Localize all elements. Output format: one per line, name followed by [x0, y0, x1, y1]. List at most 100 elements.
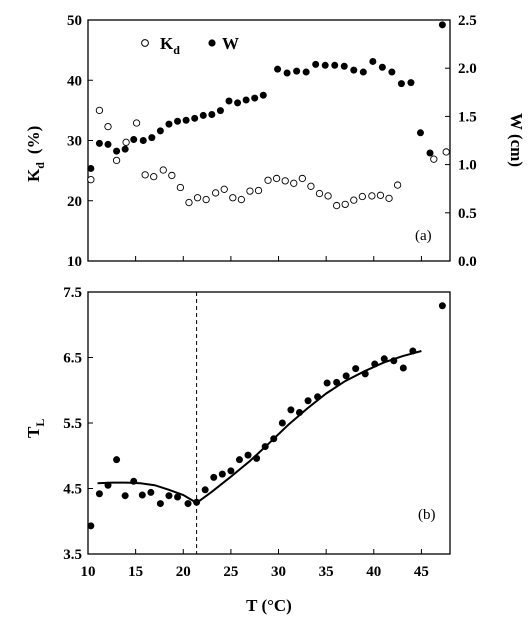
tl-point [156, 500, 164, 508]
tl-point [130, 477, 138, 485]
y-tick-label: 4.5 [63, 482, 82, 498]
w-point [139, 137, 147, 144]
y2-tick-label: 2.5 [458, 13, 477, 29]
y-tick-label: 6.5 [63, 351, 82, 367]
w-point [95, 139, 103, 147]
w-point [359, 68, 367, 76]
w-point [397, 80, 405, 88]
w-point [104, 140, 112, 148]
tl-point [244, 451, 252, 459]
tl-point [352, 365, 360, 373]
panel-a-right-tick-labels: 0.0 0.5 1.0 1.5 2.0 2.5 [458, 13, 477, 270]
kd-point [104, 122, 112, 131]
y-tick-label: 50 [67, 13, 82, 29]
w-point [216, 107, 224, 115]
w-point [148, 134, 156, 142]
tl-point [104, 481, 112, 489]
y2-tick-label: 1.5 [458, 109, 477, 125]
w-point [302, 68, 310, 76]
x-tick-label: 30 [271, 564, 286, 580]
w-point [156, 127, 164, 135]
kd-point [332, 201, 341, 210]
x-axis-label: T (°C) [246, 596, 292, 615]
w-point [87, 164, 95, 172]
kd-point [298, 174, 306, 183]
y-tick-label: 40 [67, 73, 82, 89]
kd-point [202, 195, 210, 204]
tl-point [333, 378, 341, 386]
kd-point [185, 198, 193, 207]
w-point [174, 117, 182, 125]
tl-point [438, 302, 446, 310]
w-point [191, 114, 199, 122]
kd-point [237, 195, 246, 204]
x-tick-label: 10 [81, 564, 96, 580]
panel-a-ticks [87, 19, 450, 262]
w-point [234, 99, 242, 107]
panel-b-label: (b) [418, 507, 436, 523]
tl-point [147, 488, 155, 496]
kd-point [112, 156, 121, 165]
w-point [321, 61, 329, 69]
tl-point [380, 355, 388, 363]
y2-tick-label: 0.0 [458, 254, 477, 270]
w-point [350, 66, 358, 74]
kd-point [430, 155, 438, 163]
kd-point [290, 179, 298, 187]
w-point [113, 147, 121, 155]
x-tick-label: 35 [319, 564, 334, 580]
x-tick-label: 15 [128, 564, 143, 580]
fit-curve [97, 350, 422, 505]
kd-point [246, 187, 254, 195]
kd-point [393, 181, 402, 189]
kd-point [141, 171, 149, 179]
y-label-main: K [24, 168, 43, 182]
w-point [121, 145, 129, 153]
panel-a-label: (a) [415, 228, 432, 244]
kd-point [324, 192, 332, 200]
kd-point [229, 194, 237, 202]
tl-point [95, 490, 103, 498]
w-point [242, 96, 250, 104]
w-point [283, 69, 291, 77]
legend-kd-label: Kd [160, 34, 180, 57]
legend-w-marker [208, 39, 216, 47]
w-point [199, 111, 207, 119]
tl-point [390, 357, 398, 365]
y-label-sub: d [33, 162, 47, 169]
tl-point [201, 486, 209, 494]
tl-series [87, 302, 446, 530]
w-point [251, 94, 259, 102]
kd-series [87, 106, 450, 210]
panel-a-y2-axis-label: W (cm) [507, 113, 526, 167]
w-point [369, 57, 377, 65]
tl-point [371, 360, 379, 368]
tl-point [270, 435, 278, 443]
w-point [293, 67, 301, 75]
panel-b: 3.54.55.56.57.5 10 15 20 25 30 35 40 45 (b) TL … [24, 285, 451, 615]
legend-w-label: W [222, 34, 239, 53]
kd-point [254, 186, 263, 195]
tl-point [138, 491, 146, 499]
tl-point [113, 456, 121, 464]
legend-kd-sub: d [173, 43, 180, 57]
w-point [426, 149, 434, 157]
w-point [182, 116, 190, 124]
y2-tick-label: 2.0 [458, 61, 477, 77]
panel-b-y-tick-labels: 3.5 4.5 5.5 6.5 7.5 [63, 285, 82, 563]
w-series [87, 21, 446, 172]
kd-point [159, 166, 167, 174]
y-label-unit: (%) [24, 126, 43, 154]
y-tick-label: 20 [67, 194, 82, 210]
kd-point [212, 189, 220, 197]
tl-point [399, 364, 407, 372]
tl-point [278, 419, 286, 427]
y-tick-label: 30 [67, 134, 82, 150]
kd-point [315, 189, 324, 198]
tl-point [287, 406, 295, 414]
tl-point [193, 498, 201, 506]
kd-point [176, 183, 185, 192]
x-tick-label: 40 [366, 564, 381, 580]
w-point [416, 129, 424, 137]
tl-point [323, 379, 331, 387]
